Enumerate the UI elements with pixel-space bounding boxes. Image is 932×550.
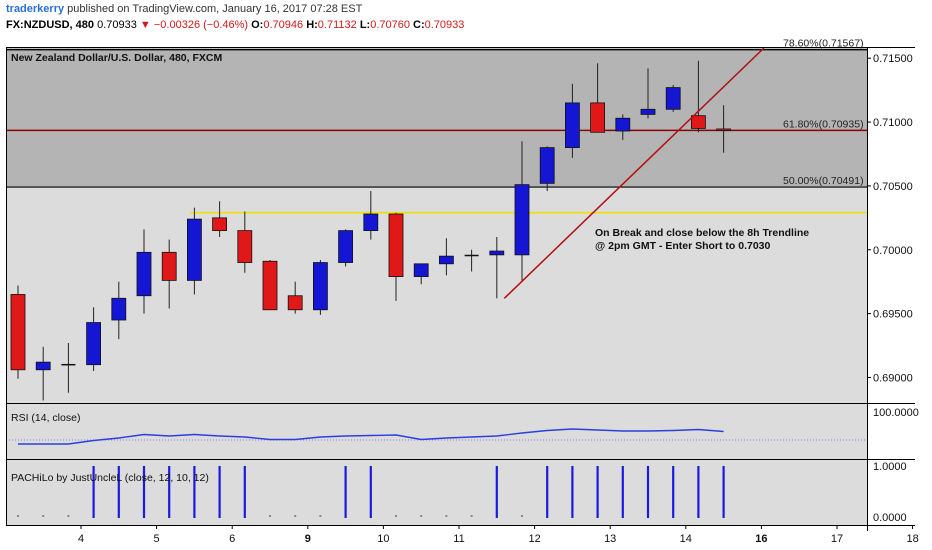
chart-annotation: @ 2pm GMT - Enter Short to 0.7030 [595,240,771,252]
low-value: 0.70760 [370,19,410,31]
pachilo-dot [17,515,19,517]
candle-body [388,213,404,277]
candle-body [237,230,253,263]
ohlc-bar: FX:NZDUSD, 480 0.70933 ▼ −0.00326 (−0.46… [6,18,464,32]
rsi-y-tick-label: 100.0000 [873,407,919,419]
candle-body [111,297,127,321]
y-tick-label: 0.71500 [873,53,913,65]
y-tick-label: 0.69500 [873,309,913,321]
candle-body [338,230,354,263]
price-change: −0.00326 (−0.46%) [153,19,249,31]
author-link[interactable]: traderkerry [6,3,65,15]
candle-body [262,260,278,311]
x-tick-label: 5 [154,533,160,545]
main-pane-title: New Zealand Dollar/U.S. Dollar, 480, FXC… [11,52,222,64]
pachilo-pane-bg [6,460,867,525]
candle-body [161,251,177,281]
high-value: 0.71132 [317,19,357,31]
candle-body [615,117,631,132]
pachilo-dot [42,515,45,517]
candle-body [35,361,51,371]
y-tick-label: 0.71000 [873,117,913,129]
x-tick-label: 17 [831,533,843,545]
chart-annotation: On Break and close below the 8h Trendlin… [595,227,809,239]
y-tick-label: 0.70500 [873,181,913,193]
pachilo-y-tick-label: 0.0000 [873,512,907,524]
high-label: H: [306,19,318,31]
publish-info: traderkerry published on TradingView.com… [6,2,362,16]
open-value: 0.70946 [263,19,304,31]
candle-body [565,102,580,149]
rsi-title: RSI (14, close) [11,412,80,424]
rsi-line [18,428,724,445]
candle-body [691,115,706,129]
fib-label: 61.80%(0.70935) [783,118,864,130]
symbol-label[interactable]: FX:NZDUSD, 480 [6,19,95,31]
candle-body [514,184,530,256]
x-tick-label: 4 [78,533,84,545]
pachilo-dot [269,515,271,517]
fib-label: 50.00%(0.70491) [783,175,864,187]
y-tick-label: 0.70000 [873,245,913,257]
fib-label: 78.60%(0.71567) [783,38,864,50]
pachilo-dot [319,515,322,517]
candle-body [489,250,505,256]
candle-body [287,295,303,311]
open-label: O: [251,19,264,31]
pachilo-dot [395,515,397,517]
y-tick-label: 0.69000 [873,372,913,384]
x-tick-label: 13 [604,533,616,545]
close-label: C: [413,19,425,31]
x-tick-label: 18 [906,533,918,545]
candle-body [186,218,202,281]
x-tick-label: 12 [528,533,540,545]
pachilo-dot [521,515,523,517]
pachilo-dot [420,515,423,517]
candle-body [413,263,429,277]
low-label: L: [359,19,371,31]
candle-body [438,255,454,265]
candle-body [10,294,26,371]
candle-body [590,102,605,133]
last-price: 0.70933 [97,19,137,31]
candle-body [665,87,681,110]
x-tick-label: 11 [453,533,464,545]
x-tick-label: 6 [229,533,235,545]
pachilo-y-tick-label: 1.0000 [873,461,907,473]
pachilo-dot [470,515,473,517]
down-arrow-icon: ▼ [139,19,151,31]
x-tick-label: 14 [680,533,692,545]
x-tick-label: 9 [305,533,311,545]
candle-body [539,147,555,184]
pachilo-dot [445,515,448,517]
candle-body [136,251,152,297]
x-tick-label: 10 [377,533,389,545]
pachilo-dot [67,515,70,517]
rsi-pane-bg [6,404,867,459]
pachilo-title: PACHiLo by JustUncleL (close, 12, 10, 12… [11,472,209,484]
candle-body [312,262,328,311]
trendline [503,47,765,299]
pachilo-dot [294,515,297,517]
candle-body [212,217,228,232]
fib-zone [6,49,867,188]
candle-body [716,128,731,132]
close-value: 0.70933 [424,19,465,31]
x-tick-label: 16 [755,533,767,545]
candle-body [640,108,656,115]
candle-body [86,322,101,366]
published-text: published on TradingView.com, January 16… [67,3,363,15]
candle-body [363,213,379,232]
